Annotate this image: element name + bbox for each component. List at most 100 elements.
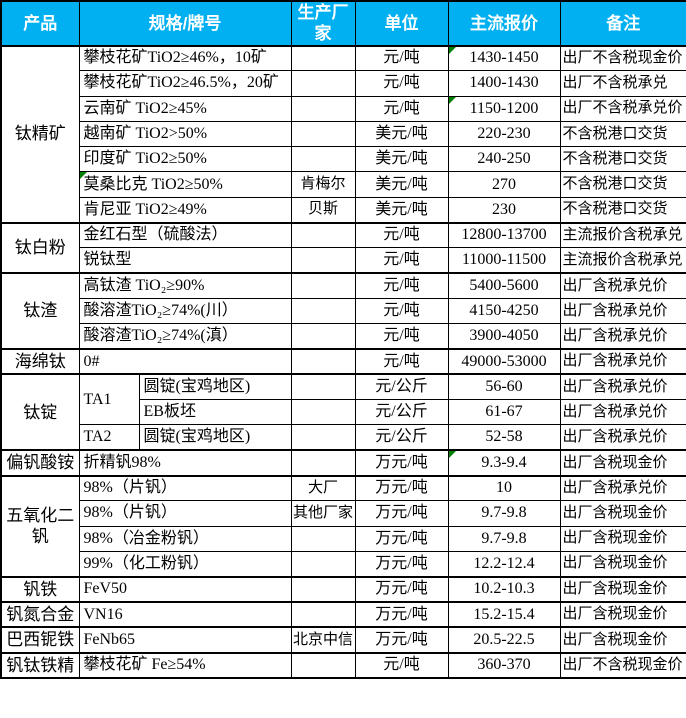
- note-cell[interactable]: 不含税港口交货: [559, 146, 686, 173]
- product-cell[interactable]: 巴西铌铁: [0, 626, 80, 654]
- spec-cell[interactable]: FeV50: [78, 575, 292, 603]
- price-cell[interactable]: 1150-1200: [447, 95, 561, 122]
- spec-cell[interactable]: 印度矿 TiO2≥50%: [78, 146, 292, 173]
- spec-cell[interactable]: FeNb65: [78, 626, 292, 654]
- price-cell[interactable]: 15.2-15.4: [447, 601, 561, 628]
- spec-cell[interactable]: 莫桑比克 TiO2≥50%: [78, 171, 292, 198]
- maker-cell[interactable]: [290, 221, 356, 249]
- unit-cell[interactable]: 元/吨: [354, 651, 449, 679]
- note-cell[interactable]: 主流报价含税承兑: [559, 247, 686, 274]
- note-cell[interactable]: 出厂含税承兑价: [559, 424, 686, 451]
- maker-cell[interactable]: [290, 120, 356, 148]
- unit-cell[interactable]: 美元/吨: [354, 196, 449, 224]
- unit-cell[interactable]: 万元/吨: [354, 626, 449, 654]
- price-cell[interactable]: 1430-1450: [447, 44, 561, 72]
- unit-cell[interactable]: 元/吨: [354, 323, 449, 350]
- note-cell[interactable]: 出厂含税现金价: [559, 449, 686, 477]
- product-cell[interactable]: 海绵钛: [0, 348, 80, 375]
- maker-cell[interactable]: [290, 297, 356, 325]
- maker-cell[interactable]: [290, 550, 356, 578]
- note-cell[interactable]: 出厂含税现金价: [559, 626, 686, 654]
- price-cell[interactable]: 52-58: [447, 424, 561, 451]
- unit-cell[interactable]: 美元/吨: [354, 171, 449, 198]
- note-cell[interactable]: 出厂含税承兑价: [559, 272, 686, 299]
- spec-cell[interactable]: 攀枝花矿TiO2≥46.5%，20矿: [78, 70, 292, 97]
- price-cell[interactable]: 230: [447, 196, 561, 224]
- price-cell[interactable]: 240-250: [447, 146, 561, 173]
- spec-cell[interactable]: 金红石型（硫酸法）: [78, 221, 292, 249]
- note-cell[interactable]: 出厂含税承兑价: [559, 297, 686, 325]
- maker-cell[interactable]: [290, 146, 356, 173]
- product-cell[interactable]: 钛白粉: [0, 221, 80, 274]
- spec-cell[interactable]: 锐钛型: [78, 247, 292, 274]
- form-cell[interactable]: 圆锭(宝鸡地区): [138, 373, 292, 401]
- maker-cell[interactable]: [290, 70, 356, 97]
- unit-cell[interactable]: 元/公斤: [354, 399, 449, 426]
- note-cell[interactable]: 不含税港口交货: [559, 120, 686, 148]
- note-cell[interactable]: 出厂含税现金价: [559, 525, 686, 552]
- price-cell[interactable]: 49000-53000: [447, 348, 561, 375]
- unit-cell[interactable]: 元/公斤: [354, 424, 449, 451]
- price-cell[interactable]: 3900-4050: [447, 323, 561, 350]
- unit-cell[interactable]: 元/吨: [354, 272, 449, 299]
- maker-cell[interactable]: 大厂: [290, 474, 356, 502]
- maker-cell[interactable]: [290, 651, 356, 679]
- note-cell[interactable]: 出厂含税现金价: [559, 575, 686, 603]
- product-cell[interactable]: 五氧化二钒: [0, 474, 80, 578]
- price-cell[interactable]: 9.3-9.4: [447, 449, 561, 477]
- maker-cell[interactable]: [290, 601, 356, 628]
- header-price[interactable]: 主流报价: [447, 0, 561, 47]
- maker-cell[interactable]: [290, 373, 356, 401]
- unit-cell[interactable]: 元/公斤: [354, 373, 449, 401]
- maker-cell[interactable]: [290, 247, 356, 274]
- price-cell[interactable]: 61-67: [447, 399, 561, 426]
- unit-cell[interactable]: 元/吨: [354, 221, 449, 249]
- note-cell[interactable]: 出厂不含税承兑价: [559, 95, 686, 122]
- unit-cell[interactable]: 美元/吨: [354, 146, 449, 173]
- unit-cell[interactable]: 元/吨: [354, 70, 449, 97]
- unit-cell[interactable]: 万元/吨: [354, 575, 449, 603]
- product-cell[interactable]: 钒钛铁精: [0, 651, 80, 679]
- price-cell[interactable]: 270: [447, 171, 561, 198]
- product-cell[interactable]: 钒氮合金: [0, 601, 80, 628]
- price-cell[interactable]: 12800-13700: [447, 221, 561, 249]
- maker-cell[interactable]: 北京中信: [290, 626, 356, 654]
- note-cell[interactable]: 出厂含税现金价: [559, 550, 686, 578]
- price-cell[interactable]: 9.7-9.8: [447, 525, 561, 552]
- maker-cell[interactable]: 肯梅尔: [290, 171, 356, 198]
- unit-cell[interactable]: 万元/吨: [354, 500, 449, 527]
- spec-cell[interactable]: VN16: [78, 601, 292, 628]
- header-product[interactable]: 产品: [0, 0, 80, 47]
- note-cell[interactable]: 不含税港口交货: [559, 171, 686, 198]
- maker-cell[interactable]: [290, 525, 356, 552]
- maker-cell[interactable]: [290, 323, 356, 350]
- note-cell[interactable]: 主流报价含税承兑: [559, 221, 686, 249]
- price-cell[interactable]: 220-230: [447, 120, 561, 148]
- spec-cell[interactable]: 98%（冶金粉钒）: [78, 525, 292, 552]
- unit-cell[interactable]: 美元/吨: [354, 120, 449, 148]
- unit-cell[interactable]: 元/吨: [354, 247, 449, 274]
- price-cell[interactable]: 10: [447, 474, 561, 502]
- spec-cell[interactable]: 98%（片钒）: [78, 474, 292, 502]
- note-cell[interactable]: 出厂含税承兑价: [559, 373, 686, 401]
- price-cell[interactable]: 56-60: [447, 373, 561, 401]
- spec-cell[interactable]: 98%（片钒）: [78, 500, 292, 527]
- spec-cell[interactable]: 酸溶渣TiO₂≥74%(滇）: [78, 323, 292, 350]
- note-cell[interactable]: 出厂不含税承兑: [559, 70, 686, 97]
- spec-cell[interactable]: 折精钒98%: [78, 449, 292, 477]
- product-cell[interactable]: 钛精矿: [0, 44, 80, 224]
- unit-cell[interactable]: 元/吨: [354, 44, 449, 72]
- maker-cell[interactable]: 其他厂家: [290, 500, 356, 527]
- unit-cell[interactable]: 万元/吨: [354, 550, 449, 578]
- spec-cell[interactable]: 0#: [78, 348, 292, 375]
- spec-cell[interactable]: 攀枝花矿TiO2≥46%，10矿: [78, 44, 292, 72]
- header-unit[interactable]: 单位: [354, 0, 449, 47]
- product-cell[interactable]: 钒铁: [0, 575, 80, 603]
- header-spec[interactable]: 规格/牌号: [78, 0, 292, 47]
- unit-cell[interactable]: 万元/吨: [354, 525, 449, 552]
- price-cell[interactable]: 10.2-10.3: [447, 575, 561, 603]
- maker-cell[interactable]: [290, 44, 356, 72]
- note-cell[interactable]: 不含税港口交货: [559, 196, 686, 224]
- maker-cell[interactable]: [290, 348, 356, 375]
- spec-cell[interactable]: 云南矿 TiO2≥45%: [78, 95, 292, 122]
